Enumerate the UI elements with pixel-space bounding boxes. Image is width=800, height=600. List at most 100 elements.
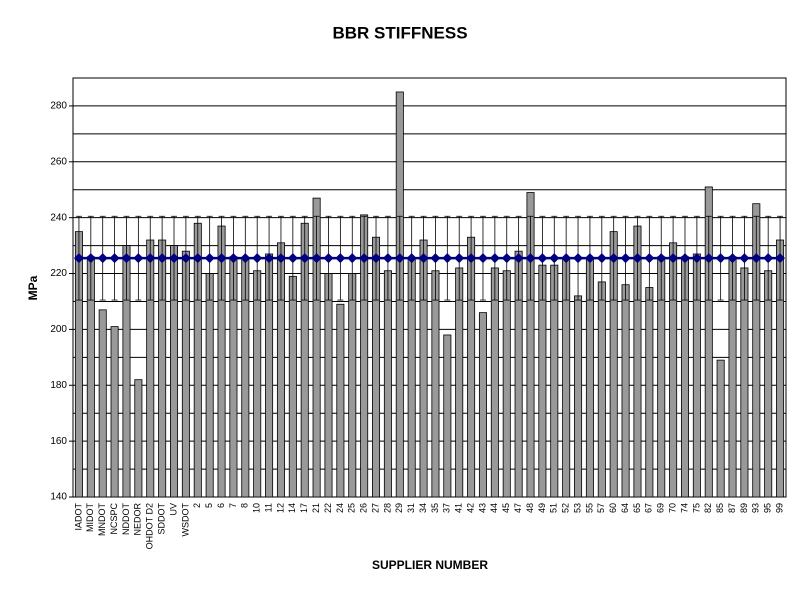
x-tick-label: 11 [263, 503, 273, 512]
mean-marker [252, 253, 263, 264]
mean-marker [287, 253, 298, 264]
mean-marker [264, 253, 275, 264]
mean-marker [430, 253, 441, 264]
mean-marker [73, 253, 84, 264]
bar [205, 273, 214, 498]
chart-title: BBR STIFFNESS [332, 23, 467, 42]
mean-marker [751, 253, 762, 264]
mean-marker [109, 253, 120, 264]
x-tick-label: 29 [394, 503, 404, 513]
y-tick-label: 240 [50, 212, 67, 223]
x-tick-label: 25 [347, 503, 357, 513]
mean-marker [311, 253, 322, 264]
mean-marker [371, 253, 382, 264]
bar [526, 192, 535, 498]
x-tick-label: 52 [561, 503, 571, 513]
mean-marker [347, 253, 358, 264]
bar [752, 203, 761, 498]
x-tick-label: IADOT [73, 503, 83, 531]
mean-marker [489, 253, 500, 264]
x-tick-label: 93 [751, 503, 761, 513]
mean-marker [620, 253, 631, 264]
mean-marker [204, 253, 215, 264]
mean-marker [739, 253, 750, 264]
mean-marker [240, 253, 251, 264]
mean-marker [180, 253, 191, 264]
mean-marker [763, 253, 774, 264]
x-tick-label: SDDOT [157, 502, 167, 534]
y-tick-label: 180 [50, 380, 67, 391]
bar [621, 284, 630, 498]
x-tick-label: 26 [359, 503, 369, 513]
bar [716, 359, 725, 498]
x-tick-label: 60 [608, 503, 618, 513]
mean-marker [727, 253, 738, 264]
bar [253, 270, 262, 498]
x-tick-label: 74 [679, 503, 689, 513]
mean-marker [97, 253, 108, 264]
x-tick-label: 24 [335, 503, 345, 513]
x-tick-label: 82 [703, 503, 713, 513]
x-tick-label: 43 [477, 503, 487, 513]
y-tick-label: 200 [50, 324, 67, 335]
bar [740, 267, 749, 498]
bar [431, 270, 440, 498]
bar [490, 267, 499, 498]
mean-marker [715, 253, 726, 264]
mean-marker [691, 253, 702, 264]
y-tick-label: 280 [50, 101, 67, 112]
mean-marker [561, 253, 572, 264]
mean-marker [145, 253, 156, 264]
x-tick-label: NEDOR [133, 503, 143, 536]
x-tick-label: 49 [537, 503, 547, 513]
x-tick-label: 48 [525, 503, 535, 513]
mean-marker [406, 253, 417, 264]
x-tick-label: 31 [406, 503, 416, 513]
mean-marker [596, 253, 607, 264]
bar [645, 287, 654, 498]
x-tick-label: 69 [656, 503, 666, 513]
x-tick-label: NCSPC [109, 503, 119, 535]
mean-marker [501, 253, 512, 264]
x-tick-label: 28 [382, 503, 392, 513]
mean-marker [85, 253, 96, 264]
x-tick-label: 55 [584, 503, 594, 513]
mean-marker [668, 253, 679, 264]
x-tick-label: 65 [632, 503, 642, 513]
mean-marker [359, 253, 370, 264]
x-tick-label: 47 [513, 503, 523, 513]
mean-marker [679, 253, 690, 264]
mean-marker [573, 253, 584, 264]
mean-marker [525, 253, 536, 264]
mean-marker [513, 253, 524, 264]
x-tick-label: 41 [454, 503, 464, 513]
bar [383, 270, 392, 498]
x-tick-label: 7 [228, 503, 238, 508]
mean-marker [454, 253, 465, 264]
x-tick-label: 17 [299, 503, 309, 513]
bar [348, 273, 357, 498]
bar [502, 270, 511, 498]
y-axis-label: MPa [26, 275, 40, 300]
x-tick-label: 64 [620, 503, 630, 513]
bar [110, 326, 119, 498]
mean-marker [323, 253, 334, 264]
x-tick-label: 44 [489, 503, 499, 513]
x-tick-label: 34 [418, 503, 428, 513]
bar [597, 281, 606, 498]
x-tick-label: NDDOT [121, 503, 131, 535]
bar [443, 334, 452, 498]
x-tick-label: 27 [370, 503, 380, 513]
mean-marker [656, 253, 667, 264]
bar [478, 312, 487, 498]
y-tick-label: 220 [50, 268, 67, 279]
mean-marker [632, 253, 643, 264]
x-tick-label: 8 [240, 503, 250, 508]
mean-marker [169, 253, 180, 264]
bar [336, 303, 345, 498]
bar [704, 186, 713, 498]
mean-marker [192, 253, 203, 264]
mean-marker [335, 253, 346, 264]
bar [288, 275, 297, 498]
